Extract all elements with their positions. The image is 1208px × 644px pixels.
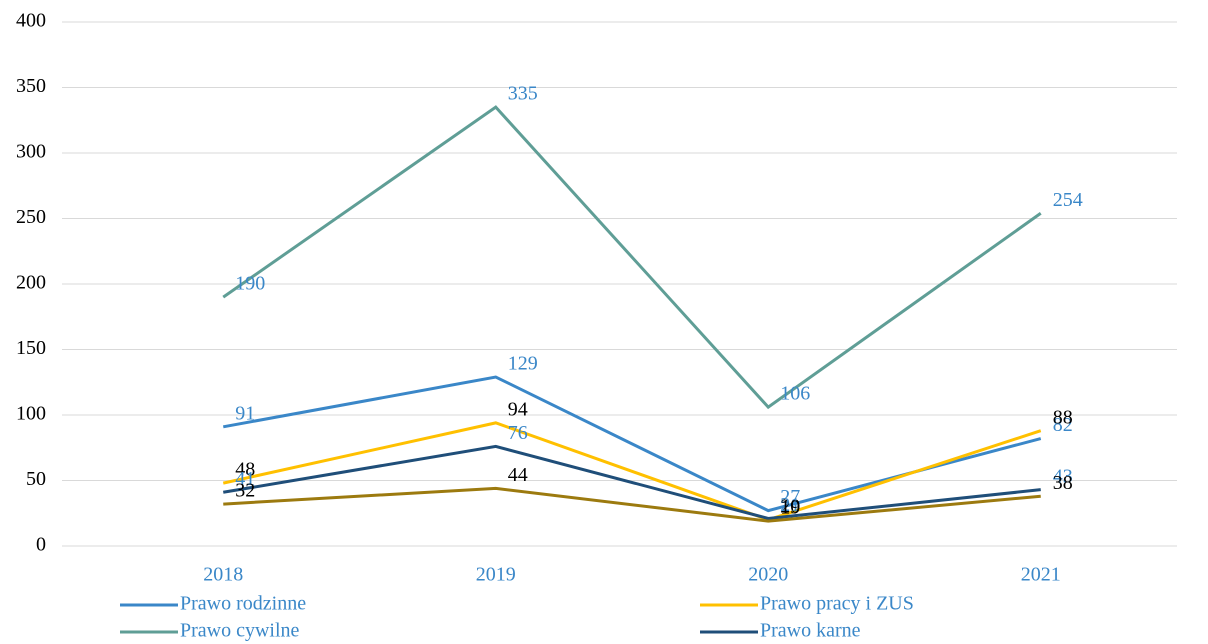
data-label: 106 (780, 383, 810, 405)
data-label: 91 (235, 402, 255, 424)
data-label: 32 (235, 480, 255, 502)
data-label: 94 (508, 398, 528, 420)
y-tick-label: 350 (16, 75, 46, 97)
data-label: 38 (1053, 472, 1073, 494)
data-label: 19 (780, 497, 800, 519)
y-tick-label: 100 (16, 403, 46, 425)
legend-label: Prawo cywilne (180, 620, 300, 642)
series-line (223, 444, 1041, 521)
data-label: 43 (1053, 465, 1073, 487)
legend-label: Prawo pracy i ZUS (760, 593, 914, 615)
y-tick-label: 250 (16, 206, 46, 228)
data-label: 20 (780, 495, 800, 517)
x-tick-label: 2021 (1021, 564, 1061, 586)
x-tick-label: 2020 (748, 564, 788, 586)
y-tick-label: 50 (26, 468, 46, 490)
legend-label: Prawo rodzinne (180, 593, 306, 615)
data-label: 41 (235, 468, 255, 490)
data-label: 76 (508, 422, 528, 444)
data-label: 82 (1053, 414, 1073, 436)
y-tick-label: 200 (16, 272, 46, 294)
x-tick-label: 2018 (203, 564, 243, 586)
x-tick-label: 2019 (476, 564, 516, 586)
data-label: 335 (508, 83, 538, 105)
series-line (222, 105, 1042, 410)
y-tick-label: 300 (16, 141, 46, 163)
data-label: 254 (1053, 189, 1083, 211)
data-label: 44 (508, 464, 528, 486)
data-label: 21 (780, 494, 800, 516)
y-tick-label: 0 (36, 534, 46, 556)
data-label: 190 (235, 273, 265, 295)
data-label: 88 (1053, 406, 1073, 428)
series-line (222, 375, 1042, 513)
series-line (223, 486, 1041, 523)
y-tick-label: 400 (16, 10, 46, 32)
series-line (222, 421, 1042, 522)
y-tick-label: 150 (16, 337, 46, 359)
legend-label: Prawo karne (760, 620, 861, 642)
data-label: 27 (780, 486, 800, 508)
data-label: 48 (235, 459, 255, 481)
data-label: 129 (508, 353, 538, 375)
